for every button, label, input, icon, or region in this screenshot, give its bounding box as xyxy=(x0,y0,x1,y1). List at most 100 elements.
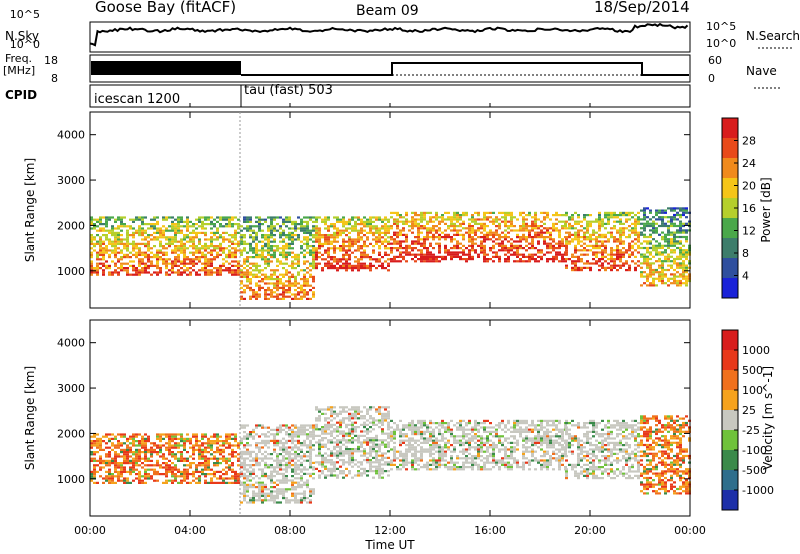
echo-cell xyxy=(96,470,99,473)
echo-cell xyxy=(105,251,108,254)
echo-cell xyxy=(240,273,243,276)
echo-cell xyxy=(222,459,225,462)
echo-cell xyxy=(366,253,369,256)
echo-cell xyxy=(396,214,399,217)
echo-cell xyxy=(519,253,522,256)
echo-cell xyxy=(267,453,270,456)
echo-cell xyxy=(357,247,360,250)
echo-cell xyxy=(649,271,652,274)
echo-cell xyxy=(162,473,165,476)
echo-cell xyxy=(228,466,231,469)
echo-cell xyxy=(99,468,102,471)
echo-cell xyxy=(180,267,183,270)
echo-cell xyxy=(111,245,114,248)
echo-cell xyxy=(336,474,339,477)
echo-cell xyxy=(643,235,646,239)
echo-cell xyxy=(276,275,279,278)
echo-cell xyxy=(126,267,129,270)
echo-cell xyxy=(537,227,540,230)
echo-cell xyxy=(682,255,685,258)
echo-cell xyxy=(312,431,315,434)
echo-cell xyxy=(628,255,631,258)
echo-cell xyxy=(249,450,252,453)
echo-cell xyxy=(105,455,108,458)
echo-cell xyxy=(99,267,102,270)
echo-cell xyxy=(162,251,165,254)
echo-cell xyxy=(123,216,126,219)
echo-cell xyxy=(318,428,321,431)
echo-cell xyxy=(477,218,480,221)
echo-cell xyxy=(180,433,183,436)
echo-cell xyxy=(339,439,342,442)
echo-cell xyxy=(123,457,126,460)
echo-cell xyxy=(348,262,351,265)
echo-cell xyxy=(243,461,246,464)
echo-cell xyxy=(558,220,561,223)
echo-cell xyxy=(366,256,369,259)
echo-cell xyxy=(195,437,198,440)
echo-cell xyxy=(267,492,270,495)
echo-cell xyxy=(174,225,177,228)
echo-cell xyxy=(204,271,207,274)
echo-cell xyxy=(528,233,531,236)
echo-cell xyxy=(555,247,558,250)
echo-cell xyxy=(462,249,465,252)
echo-cell xyxy=(336,229,339,232)
echo-cell xyxy=(477,227,480,230)
echo-cell xyxy=(369,461,372,464)
echo-cell xyxy=(171,446,174,449)
echo-cell xyxy=(450,238,453,241)
echo-cell xyxy=(507,255,510,258)
echo-cell xyxy=(300,450,303,453)
echo-cell xyxy=(315,406,318,409)
echo-cell xyxy=(637,216,640,219)
echo-cell xyxy=(670,260,673,263)
echo-cell xyxy=(228,459,231,462)
echo-cell xyxy=(504,214,507,217)
echo-cell xyxy=(312,291,315,294)
echo-cell xyxy=(147,223,150,226)
echo-cell xyxy=(480,218,483,221)
echo-cell xyxy=(90,457,93,460)
echo-cell xyxy=(309,231,312,234)
echo-cell xyxy=(387,417,390,420)
echo-cell xyxy=(219,218,222,221)
echo-cell xyxy=(613,264,616,267)
echo-cell xyxy=(141,440,144,443)
echo-cell xyxy=(297,453,300,456)
echo-cell xyxy=(231,477,234,480)
echo-cell xyxy=(652,277,655,280)
echo-cell xyxy=(381,463,384,466)
echo-cell xyxy=(279,453,282,456)
echo-cell xyxy=(369,467,372,470)
echo-cell xyxy=(207,468,210,471)
echo-cell xyxy=(195,236,198,239)
echo-cell xyxy=(222,247,225,250)
echo-cell xyxy=(261,468,264,471)
echo-cell xyxy=(312,426,315,429)
echo-cell xyxy=(357,231,360,234)
echo-cell xyxy=(336,441,339,444)
echo-cell xyxy=(126,234,129,237)
echo-cell xyxy=(282,479,285,482)
echo-cell xyxy=(99,245,102,248)
echo-cell xyxy=(537,233,540,236)
echo-cell xyxy=(285,253,288,256)
echo-cell xyxy=(195,444,198,447)
echo-cell xyxy=(426,229,429,232)
echo-cell xyxy=(324,459,327,462)
echo-cell xyxy=(378,443,381,446)
echo-cell xyxy=(93,433,96,436)
echo-cell xyxy=(381,412,384,415)
echo-cell xyxy=(132,269,135,272)
echo-cell xyxy=(216,442,219,445)
echo-cell xyxy=(264,433,267,436)
echo-cell xyxy=(219,223,222,226)
echo-cell xyxy=(261,442,264,445)
echo-cell xyxy=(198,479,201,482)
echo-cell xyxy=(306,479,309,482)
echo-cell xyxy=(177,468,180,471)
echo-cell xyxy=(625,236,628,239)
echo-cell xyxy=(309,433,312,436)
echo-cell xyxy=(255,220,258,223)
